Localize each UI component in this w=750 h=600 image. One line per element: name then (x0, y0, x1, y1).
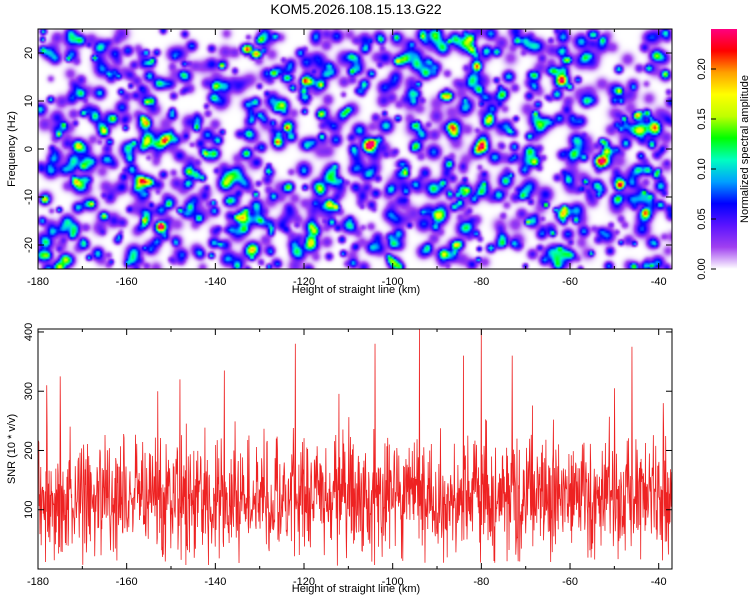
heatmap-panel: -180 -160 -140 -120 -100 -80 -60 -40-20-1001020… (6, 28, 673, 296)
heatmap-x-tick-label: -140 (204, 276, 226, 288)
snr-y-axis-label: SNR (10 * v/v) (6, 414, 18, 484)
snr-x-tick-label: -180 (27, 576, 49, 588)
heatmap-x-tick-label: -120 (293, 276, 315, 288)
snr-frame (37, 328, 673, 570)
snr-x-tick-label: -120 (293, 576, 315, 588)
snr-x-tick-label: -140 (204, 576, 226, 588)
heatmap-y-tick-label: -10 (23, 189, 35, 205)
heatmap-y-tick-label: 0 (23, 146, 35, 152)
snr-x-tick-label: -160 (116, 576, 138, 588)
snr-x-tick-label: -80 (473, 576, 489, 588)
colorbar-label: Normalized spectral amplitude (739, 75, 750, 223)
heatmap-x-axis-label: Height of straight line (km) (292, 284, 420, 296)
colorbar-tick-label: 0.20 (696, 58, 708, 79)
colorbar: 0.00 0.05 0.10 0.15 0.20 Normalized spectral… (696, 29, 750, 280)
heatmap-y-axis-label: Frequency (Hz) (6, 111, 18, 187)
heatmap-x-tick-label: -160 (116, 276, 138, 288)
colorbar-tick-label: 0.00 (696, 258, 708, 279)
heatmap-y-tick-label: -20 (23, 237, 35, 253)
colorbar-ticks: 0.00 0.05 0.10 0.15 0.20 (696, 58, 716, 280)
snr-y-tick-label: 100 (23, 501, 35, 519)
heatmap-image (38, 29, 672, 269)
snr-x-tick-label: -60 (562, 576, 578, 588)
colorbar-tick-label: 0.15 (696, 108, 708, 129)
snr-series-line (38, 329, 672, 566)
snr-y-tick-label: 200 (23, 441, 35, 459)
colorbar-scale (711, 29, 737, 269)
heatmap-x-tick-label: -60 (562, 276, 578, 288)
heatmap-x-tick-label: -180 (27, 276, 49, 288)
heatmap-y-tick-label: 20 (23, 47, 35, 59)
colorbar-tick-label: 0.10 (696, 158, 708, 179)
snr-x-tick-label: -100 (382, 576, 404, 588)
snr-x-tick-label: -40 (651, 576, 667, 588)
snr-x-axis-label: Height of straight line (km) (292, 583, 420, 595)
snr-y-tick-label: 300 (23, 382, 35, 400)
snr-y-tick-label: 400 (23, 323, 35, 341)
heatmap-x-tick-label: -100 (382, 276, 404, 288)
snr-panel: -180 -160 -140 -120 -100 -80 -60 -40 100 200 300 40… (6, 323, 673, 595)
figure-title: KOM5.2026.108.15.13.G22 (270, 1, 441, 17)
colorbar-tick-label: 0.05 (696, 208, 708, 229)
heatmap-x-tick-label: -40 (651, 276, 667, 288)
snr-ticks: -180 -160 -140 -120 -100 -80 -60 -40 100 200 300 40… (23, 323, 672, 588)
heatmap-y-tick-label: 10 (23, 95, 35, 107)
heatmap-x-tick-label: -80 (473, 276, 489, 288)
